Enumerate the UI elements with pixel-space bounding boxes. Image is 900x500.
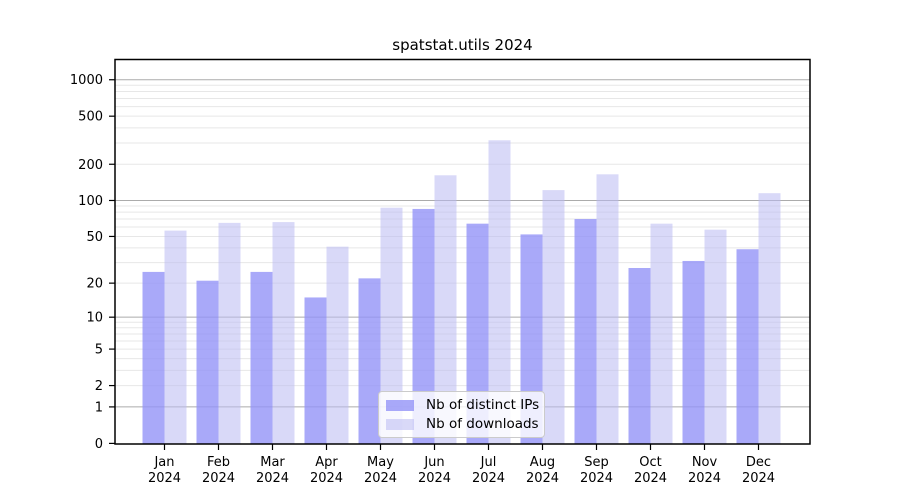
y-axis: 0 1 2 5 10 20 50 100 200 500 1000 [70, 73, 115, 452]
legend-item-downloads: Nb of downloads [386, 416, 539, 432]
x-tick-label-aug: Aug 2024 [526, 455, 559, 486]
y-tick-label: 0 [95, 437, 103, 452]
bar-apr-distinct-ips [304, 297, 327, 444]
bar-nov-distinct-ips [682, 260, 705, 444]
x-tick-label-oct: Oct 2024 [634, 455, 667, 486]
bars [142, 140, 781, 445]
bar-jun-distinct-ips [412, 208, 435, 444]
x-tick-label-jan: Jan 2024 [148, 455, 181, 486]
x-tick-label-apr: Apr 2024 [310, 455, 343, 486]
bar-may-distinct-ips [358, 278, 381, 444]
bar-may-downloads [380, 207, 403, 444]
bar-jan-downloads [164, 230, 187, 444]
legend: Nb of distinct IPs Nb of downloads [378, 391, 545, 438]
bar-oct-distinct-ips [628, 268, 651, 444]
x-tick-label-feb: Feb 2024 [202, 455, 235, 486]
y-tick-label: 20 [86, 277, 103, 292]
plot-spines [114, 58, 811, 445]
y-tick-label: 1 [95, 400, 103, 415]
y-tick-label: 1000 [70, 73, 103, 88]
bar-feb-distinct-ips [196, 280, 219, 444]
bar-aug-downloads [542, 190, 565, 444]
y-tick-label: 200 [78, 158, 103, 173]
x-tick-label-jul: Jul 2024 [472, 455, 505, 486]
bar-jan-distinct-ips [142, 271, 165, 444]
y-tick-label: 2 [95, 379, 103, 394]
x-tick-label-dec: Dec 2024 [742, 455, 775, 486]
bar-mar-distinct-ips [250, 271, 273, 444]
bar-mar-downloads [272, 222, 295, 444]
chart-title: spatstat.utils 2024 [392, 36, 533, 54]
bar-oct-downloads [650, 223, 673, 444]
bar-jun-downloads [434, 175, 457, 444]
bar-apr-downloads [326, 246, 349, 444]
legend-swatch-distinct-ips [386, 399, 414, 411]
y-tick-label: 100 [78, 194, 103, 209]
x-tick-label-sep: Sep 2024 [580, 455, 613, 486]
legend-item-distinct-ips: Nb of distinct IPs [386, 397, 540, 413]
bar-jul-downloads [488, 140, 511, 445]
y-tick-label: 10 [86, 311, 103, 326]
bar-feb-downloads [218, 222, 241, 444]
bar-jul-distinct-ips [466, 223, 489, 444]
x-tick-label-jun: Jun 2024 [418, 455, 451, 486]
y-tick-label: 500 [78, 110, 103, 125]
bar-sep-distinct-ips [574, 219, 597, 444]
y-tick-label: 5 [95, 343, 103, 358]
legend-label-downloads: Nb of downloads [426, 416, 539, 432]
x-tick-label-may: May 2024 [364, 455, 397, 486]
legend-label-distinct-ips: Nb of distinct IPs [426, 397, 540, 413]
bar-nov-downloads [704, 229, 727, 444]
x-tick-label-nov: Nov 2024 [688, 455, 721, 486]
legend-swatch-downloads [386, 418, 414, 430]
bar-dec-downloads [758, 193, 781, 444]
x-axis: Jan 2024 Feb 2024 Mar 2024 Apr 2024 May 2024 Jun 20… [148, 444, 775, 486]
bar-dec-distinct-ips [736, 249, 759, 444]
x-tick-label-mar: Mar 2024 [256, 455, 289, 486]
y-tick-label: 50 [86, 230, 103, 245]
bar-sep-downloads [596, 174, 619, 444]
